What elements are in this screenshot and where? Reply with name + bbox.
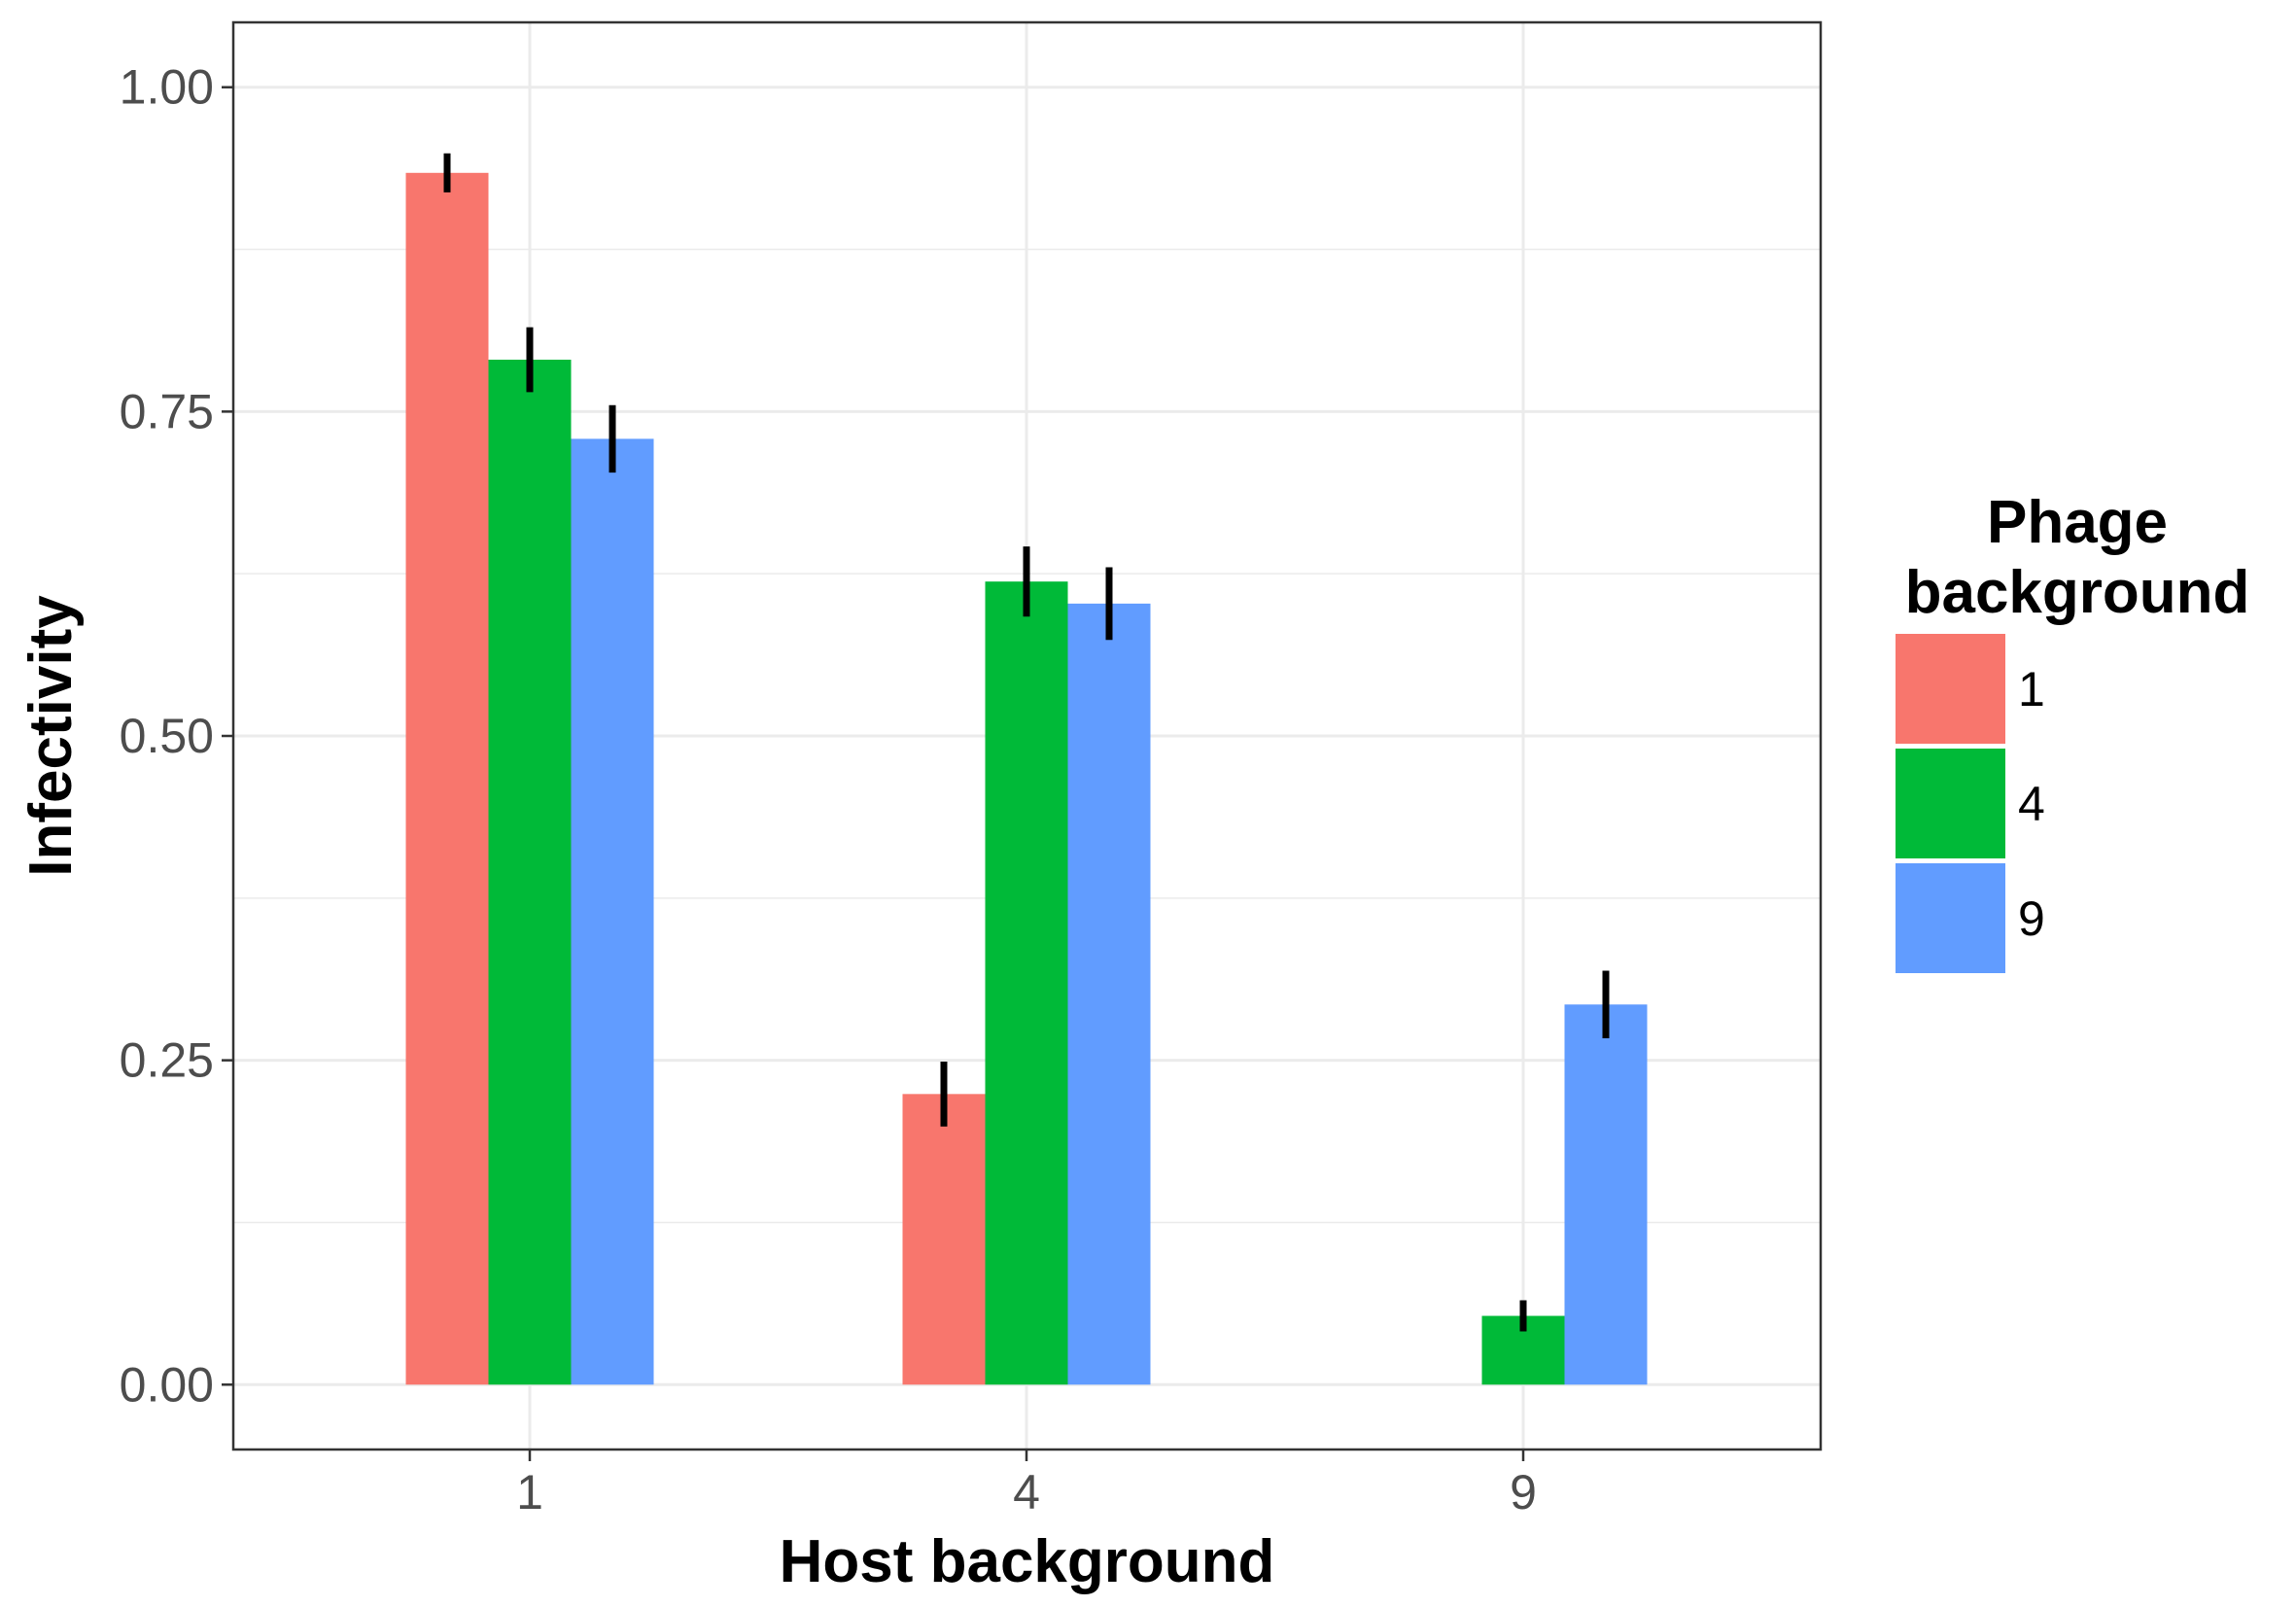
- x-tick-label: 4: [1013, 1465, 1040, 1520]
- legend-swatch: [1896, 863, 2005, 973]
- y-axis-title: Infectivity: [17, 595, 85, 877]
- legend-label: 1: [2018, 662, 2045, 716]
- error-bars-layer: [443, 153, 1610, 1332]
- x-tick-label: 9: [1510, 1465, 1537, 1520]
- bar: [571, 438, 654, 1385]
- legend-title-line: background: [1905, 559, 2250, 626]
- legend-swatch: [1896, 749, 2005, 858]
- bar: [985, 581, 1068, 1385]
- x-axis-title: Host background: [780, 1528, 1275, 1595]
- bar: [405, 172, 489, 1385]
- y-axis: 0.00 0.25 0.50 0.75 1.00: [120, 60, 233, 1412]
- x-axis: 1 4 9: [516, 1450, 1537, 1520]
- x-tick-label: 1: [516, 1465, 543, 1520]
- y-tick-label: 0.75: [120, 384, 214, 438]
- bar: [902, 1094, 986, 1385]
- legend-title-line: Phage: [1987, 489, 2168, 556]
- legend-label: 9: [2018, 891, 2045, 946]
- bar: [1067, 603, 1151, 1385]
- bar: [1564, 1004, 1648, 1385]
- legend-label: 4: [2018, 777, 2045, 831]
- y-tick-label: 0.50: [120, 709, 214, 763]
- y-tick-label: 0.00: [120, 1357, 214, 1412]
- bar: [488, 359, 572, 1385]
- y-tick-label: 1.00: [120, 60, 214, 115]
- bars-layer: [405, 172, 1648, 1385]
- legend-swatch: [1896, 634, 2005, 744]
- y-tick-label: 0.25: [120, 1033, 214, 1088]
